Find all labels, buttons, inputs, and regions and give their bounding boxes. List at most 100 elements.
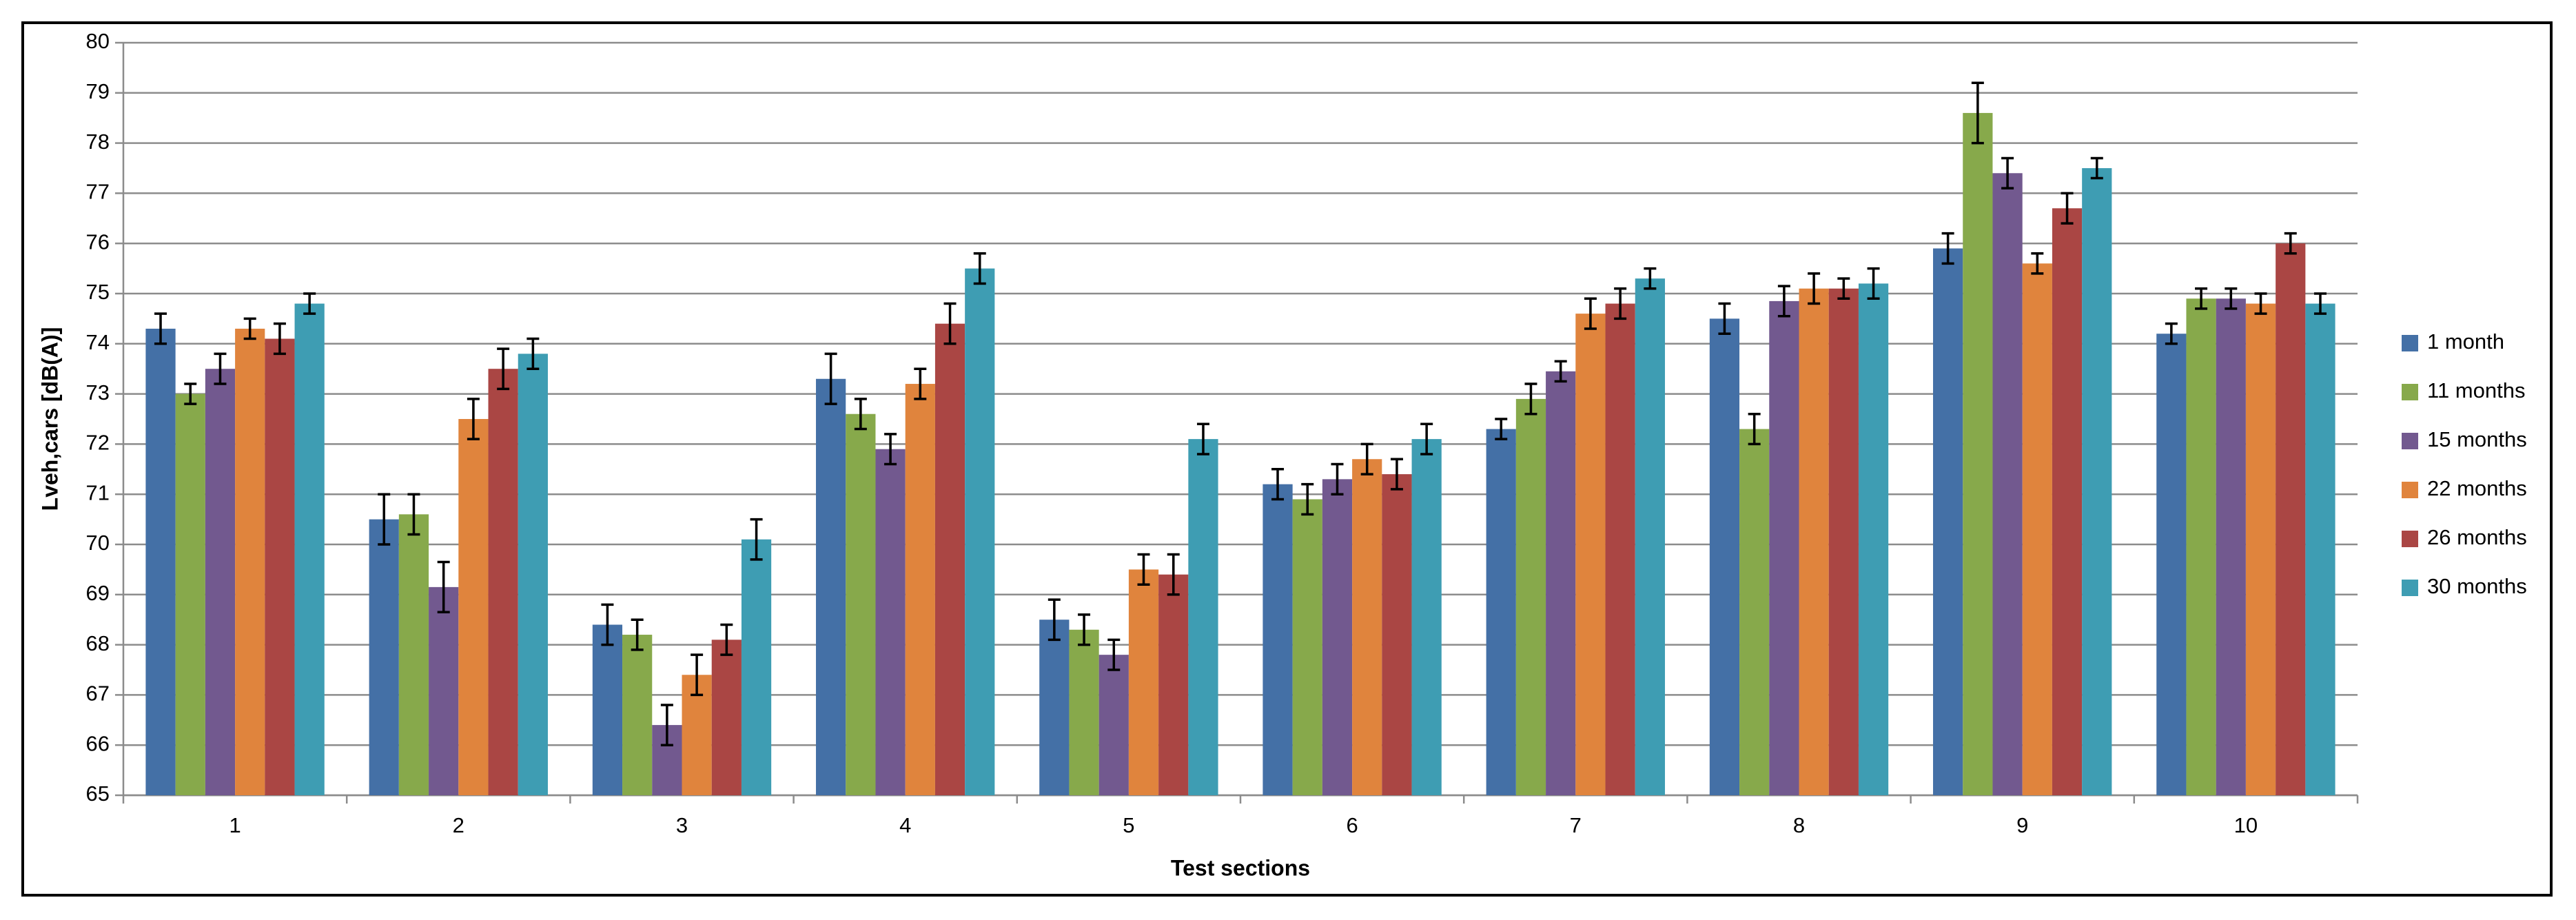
bar bbox=[1292, 499, 1322, 795]
error-bar bbox=[407, 493, 420, 536]
bar bbox=[741, 539, 772, 795]
error-bar bbox=[1837, 277, 1850, 300]
error-bar bbox=[184, 382, 197, 405]
error-bar bbox=[1718, 302, 1731, 335]
bar bbox=[2305, 303, 2335, 795]
error-bar bbox=[1554, 360, 1567, 383]
error-bar bbox=[1524, 382, 1537, 416]
y-tick-label: 75 bbox=[86, 280, 110, 304]
bar bbox=[1635, 278, 1665, 795]
error-bar bbox=[243, 317, 256, 340]
error-bar bbox=[1390, 458, 1403, 491]
y-tick-label: 65 bbox=[86, 781, 110, 806]
bar bbox=[592, 624, 623, 795]
error-bar bbox=[943, 302, 957, 345]
error-bar bbox=[1107, 638, 1121, 671]
bar bbox=[265, 338, 295, 795]
error-bar bbox=[303, 292, 316, 315]
error-bar bbox=[1941, 232, 1954, 265]
bar bbox=[1486, 429, 1516, 795]
error-bar bbox=[691, 653, 704, 697]
bar bbox=[905, 384, 935, 795]
y-tick-label: 69 bbox=[86, 581, 110, 605]
bar bbox=[398, 514, 429, 795]
y-axis-title: Lveh,cars [dB(A)] bbox=[37, 327, 62, 511]
y-tick-label: 67 bbox=[86, 682, 110, 706]
y-tick-label: 71 bbox=[86, 480, 110, 504]
bar bbox=[1575, 314, 1606, 795]
error-bar bbox=[2225, 287, 2238, 310]
y-tick-label: 66 bbox=[86, 731, 110, 755]
bar bbox=[2052, 208, 2083, 795]
error-bar bbox=[1748, 412, 1761, 446]
y-tick-label: 68 bbox=[86, 631, 110, 655]
error-bar bbox=[1196, 422, 1209, 456]
x-tick-label: 2 bbox=[453, 813, 464, 837]
error-bar bbox=[2061, 192, 2074, 225]
bar bbox=[1739, 429, 1770, 795]
y-tick-label: 70 bbox=[86, 531, 110, 555]
error-bar bbox=[273, 322, 286, 356]
error-bar bbox=[824, 352, 837, 405]
legend-swatch bbox=[2402, 384, 2418, 400]
error-bar bbox=[2031, 252, 2044, 275]
error-bar bbox=[720, 623, 733, 656]
error-bar bbox=[854, 398, 867, 431]
bar bbox=[2186, 298, 2216, 795]
error-bar bbox=[1047, 598, 1061, 642]
error-bar bbox=[973, 252, 986, 285]
error-bar bbox=[1777, 285, 1790, 318]
error-bar bbox=[1644, 267, 1657, 290]
bar bbox=[458, 419, 489, 795]
error-bar bbox=[1867, 267, 1880, 300]
bar bbox=[1352, 459, 1382, 795]
bar bbox=[934, 323, 965, 795]
bar bbox=[369, 519, 399, 795]
error-bar bbox=[1808, 272, 1821, 305]
bar bbox=[1188, 439, 1218, 795]
legend-label: 22 months bbox=[2427, 476, 2527, 500]
y-tick-label: 76 bbox=[86, 229, 110, 254]
error-bar bbox=[914, 367, 927, 400]
bar bbox=[1933, 248, 1963, 796]
x-tick-label: 6 bbox=[1346, 813, 1358, 837]
bar bbox=[2245, 303, 2276, 795]
bar bbox=[2216, 298, 2246, 795]
legend-label: 1 month bbox=[2427, 329, 2504, 354]
error-bar bbox=[2001, 156, 2014, 190]
bar bbox=[1039, 620, 1070, 795]
error-bar bbox=[884, 433, 897, 466]
bar bbox=[145, 328, 176, 796]
bar bbox=[711, 640, 742, 795]
bar bbox=[1769, 300, 1799, 795]
bar bbox=[1263, 484, 1293, 795]
bar bbox=[294, 303, 325, 795]
bar bbox=[1799, 288, 1829, 796]
legend-label: 11 months bbox=[2427, 378, 2525, 402]
bar bbox=[518, 354, 548, 795]
bar bbox=[1515, 398, 1546, 795]
legend-swatch bbox=[2402, 531, 2418, 547]
error-bar bbox=[1301, 482, 1314, 516]
bar bbox=[175, 393, 205, 795]
bar bbox=[1322, 479, 1353, 795]
y-tick-label: 80 bbox=[86, 29, 110, 53]
bar bbox=[205, 369, 236, 795]
legend-swatch bbox=[2402, 482, 2418, 498]
error-bar bbox=[214, 352, 227, 385]
y-tick-label: 73 bbox=[86, 380, 110, 405]
legend-label: 15 months bbox=[2427, 427, 2527, 451]
error-bar bbox=[1078, 613, 1091, 646]
y-tick-label: 74 bbox=[86, 330, 110, 354]
bar bbox=[875, 449, 906, 795]
x-tick-label: 3 bbox=[676, 813, 688, 837]
x-tick-label: 4 bbox=[899, 813, 911, 837]
error-bar bbox=[601, 603, 614, 646]
bar bbox=[488, 369, 518, 795]
error-bar bbox=[1420, 422, 1433, 456]
error-bar bbox=[1614, 287, 1627, 320]
legend-swatch bbox=[2402, 580, 2418, 596]
error-bar bbox=[1360, 442, 1373, 476]
bar bbox=[1382, 474, 1412, 795]
error-bar bbox=[378, 493, 391, 546]
